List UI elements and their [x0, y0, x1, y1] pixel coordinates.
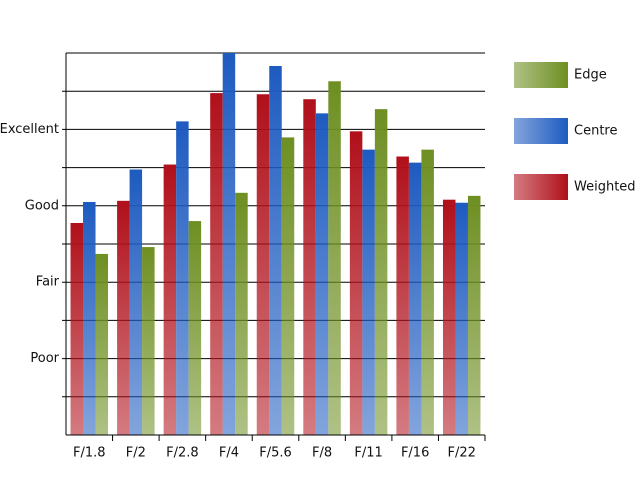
bar	[176, 121, 189, 436]
bar	[163, 164, 177, 435]
bar	[129, 169, 143, 435]
bar	[374, 109, 388, 436]
bar	[362, 149, 375, 435]
bar	[117, 200, 130, 435]
bar	[408, 162, 422, 435]
x-tick-label: F/5.6	[259, 446, 292, 461]
bar	[303, 99, 316, 436]
bar	[256, 94, 270, 436]
x-tick-label: F/22	[448, 446, 476, 461]
bar	[396, 156, 409, 435]
y-tick-label: Excellent	[0, 122, 59, 137]
x-tick-label: F/1.8	[73, 446, 106, 461]
bar	[328, 81, 341, 435]
bar	[442, 199, 456, 435]
bar	[210, 93, 223, 436]
legend-label: Weighted	[574, 180, 636, 195]
bar	[188, 221, 202, 435]
bar	[421, 149, 434, 435]
legend-label: Edge	[574, 68, 607, 83]
x-tick-label: F/16	[401, 446, 429, 461]
bar	[269, 65, 282, 435]
legend-label: Centre	[574, 124, 617, 139]
bar	[315, 113, 329, 435]
bar	[222, 53, 236, 435]
bar	[455, 202, 468, 435]
bar	[83, 201, 96, 435]
legend-swatch	[514, 118, 568, 144]
bar	[95, 253, 109, 435]
x-tick-label: F/8	[312, 446, 332, 461]
bar	[281, 137, 295, 435]
x-tick-label: F/2	[126, 446, 146, 461]
x-tick-label: F/4	[219, 446, 239, 461]
x-tick-label: F/2.8	[166, 446, 199, 461]
bar	[467, 195, 481, 435]
x-tick-label: F/11	[354, 446, 382, 461]
y-tick-label: Fair	[36, 275, 60, 290]
bar	[142, 247, 155, 435]
y-tick-label: Good	[25, 198, 59, 213]
bar	[349, 131, 363, 435]
bar	[235, 192, 248, 435]
bar	[70, 222, 84, 435]
legend-swatch	[514, 174, 568, 200]
y-tick-label: Poor	[30, 351, 59, 366]
legend-swatch	[514, 62, 568, 88]
